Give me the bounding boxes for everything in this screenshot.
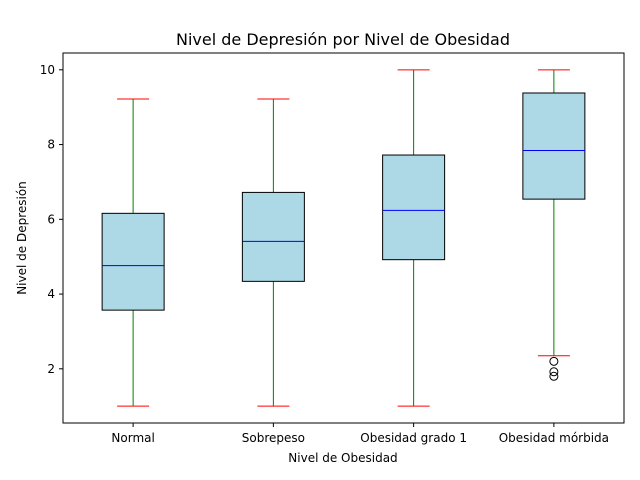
y-axis-label: Nivel de Depresión — [15, 181, 29, 295]
x-axis-label: Nivel de Obesidad — [288, 451, 397, 465]
box — [241, 191, 305, 282]
y-tick-label: 8 — [47, 138, 55, 152]
y-tick-label: 6 — [47, 212, 55, 226]
x-tick-label: Normal — [111, 431, 154, 445]
x-tick-label: Obesidad mórbida — [499, 431, 609, 445]
box — [522, 92, 586, 200]
box — [382, 154, 446, 261]
box — [101, 212, 165, 311]
y-tick-label: 2 — [47, 362, 55, 376]
flier-point — [549, 371, 559, 381]
chart-title: Nivel de Depresión por Nivel de Obesidad — [176, 30, 510, 49]
flier-point — [549, 356, 559, 366]
x-tick-label: Obesidad grado 1 — [360, 431, 467, 445]
plot-area — [101, 69, 586, 407]
y-tick-label: 10 — [40, 63, 55, 77]
flier-point — [549, 367, 559, 377]
x-tick-label: Sobrepeso — [242, 431, 305, 445]
y-tick-label: 4 — [47, 287, 55, 301]
plot-frame — [62, 52, 625, 424]
